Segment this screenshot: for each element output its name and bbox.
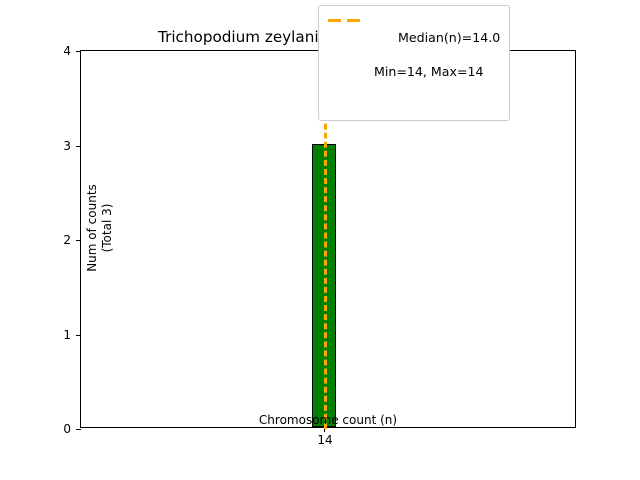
legend-text: Median(n)=14.0 Min=14, Max=14 — [374, 12, 500, 114]
legend-dash-segment-1 — [328, 19, 341, 22]
y-axis-label: Num of counts (Total 3) — [85, 184, 114, 272]
y-tick-2: 2 — [63, 233, 81, 247]
median-line — [324, 51, 327, 429]
y-tick-1: 1 — [63, 328, 81, 342]
y-tick-4: 4 — [63, 44, 81, 58]
legend-dash-segment-2 — [347, 19, 360, 22]
x-axis-label: Chromosome count (n) — [258, 413, 398, 427]
legend-label-median: Median(n)=14.0 — [398, 30, 501, 45]
x-tick-14: 14 — [317, 427, 333, 447]
legend: Median(n)=14.0 Min=14, Max=14 — [318, 5, 511, 121]
legend-label-minmax: Min=14, Max=14 — [374, 64, 484, 79]
y-tick-label-1: 1 — [63, 327, 71, 342]
y-tick-label-0: 0 — [63, 422, 71, 436]
y-tick-label-2: 2 — [63, 233, 71, 247]
x-tick-label-14: 14 — [317, 433, 333, 447]
legend-handle-median-line — [327, 12, 365, 29]
y-tick-label-4: 4 — [63, 44, 71, 58]
y-tick-3: 3 — [63, 139, 81, 153]
y-tick-0: 0 — [63, 422, 81, 436]
y-tick-label-3: 3 — [63, 138, 71, 153]
